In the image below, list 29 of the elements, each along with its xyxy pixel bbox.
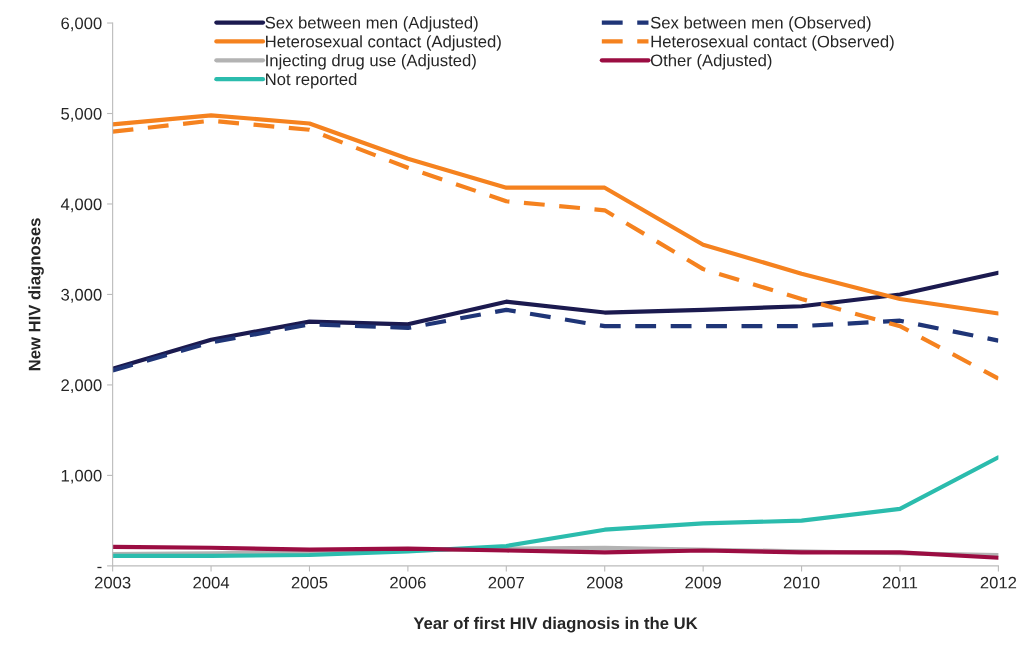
x-tick-label: 2011	[882, 576, 918, 589]
y-tick-label: 6,000	[61, 17, 102, 32]
line-series	[112, 270, 999, 371]
legend-label: Injecting drug use (Adjusted)	[266, 54, 476, 70]
y-tick-label: 1,000	[61, 469, 102, 484]
x-tick-label: 2003	[94, 576, 131, 589]
y-tick-label: 4,000	[60, 198, 102, 213]
legend-label: Sex between men (Observed)	[650, 16, 871, 32]
y-axis-title: New HIV diagnoses	[28, 218, 44, 371]
x-tick-label: 2005	[291, 576, 328, 589]
x-tick-label: 2006	[390, 576, 426, 589]
y-tick-label: 2,000	[61, 379, 102, 394]
line-series	[112, 455, 999, 559]
legend-label: Other (Adjusted)	[650, 54, 772, 70]
y-tick-label: 3,000	[61, 288, 102, 303]
legend-label: Sex between men (Adjusted)	[265, 16, 478, 32]
legend-label: Not reported	[266, 72, 357, 89]
x-tick-label: 2004	[193, 576, 230, 589]
legend-label: Heterosexual contact (Observed)	[651, 35, 894, 51]
x-tick-label: 2009	[685, 576, 721, 589]
line-series	[112, 307, 999, 373]
x-axis-title: Year of first HIV diagnosis in the UK	[413, 616, 698, 633]
x-tick-label: 2008	[587, 576, 623, 589]
x-tick-label: 2010	[783, 576, 820, 589]
y-tick-label: 5,000	[61, 107, 102, 122]
x-tick-label: 2007	[488, 576, 525, 589]
legend-label: Heterosexual contact (Adjusted)	[266, 35, 501, 51]
x-tick-label: 2012	[980, 576, 1017, 589]
y-tick-label: -	[97, 566, 102, 569]
